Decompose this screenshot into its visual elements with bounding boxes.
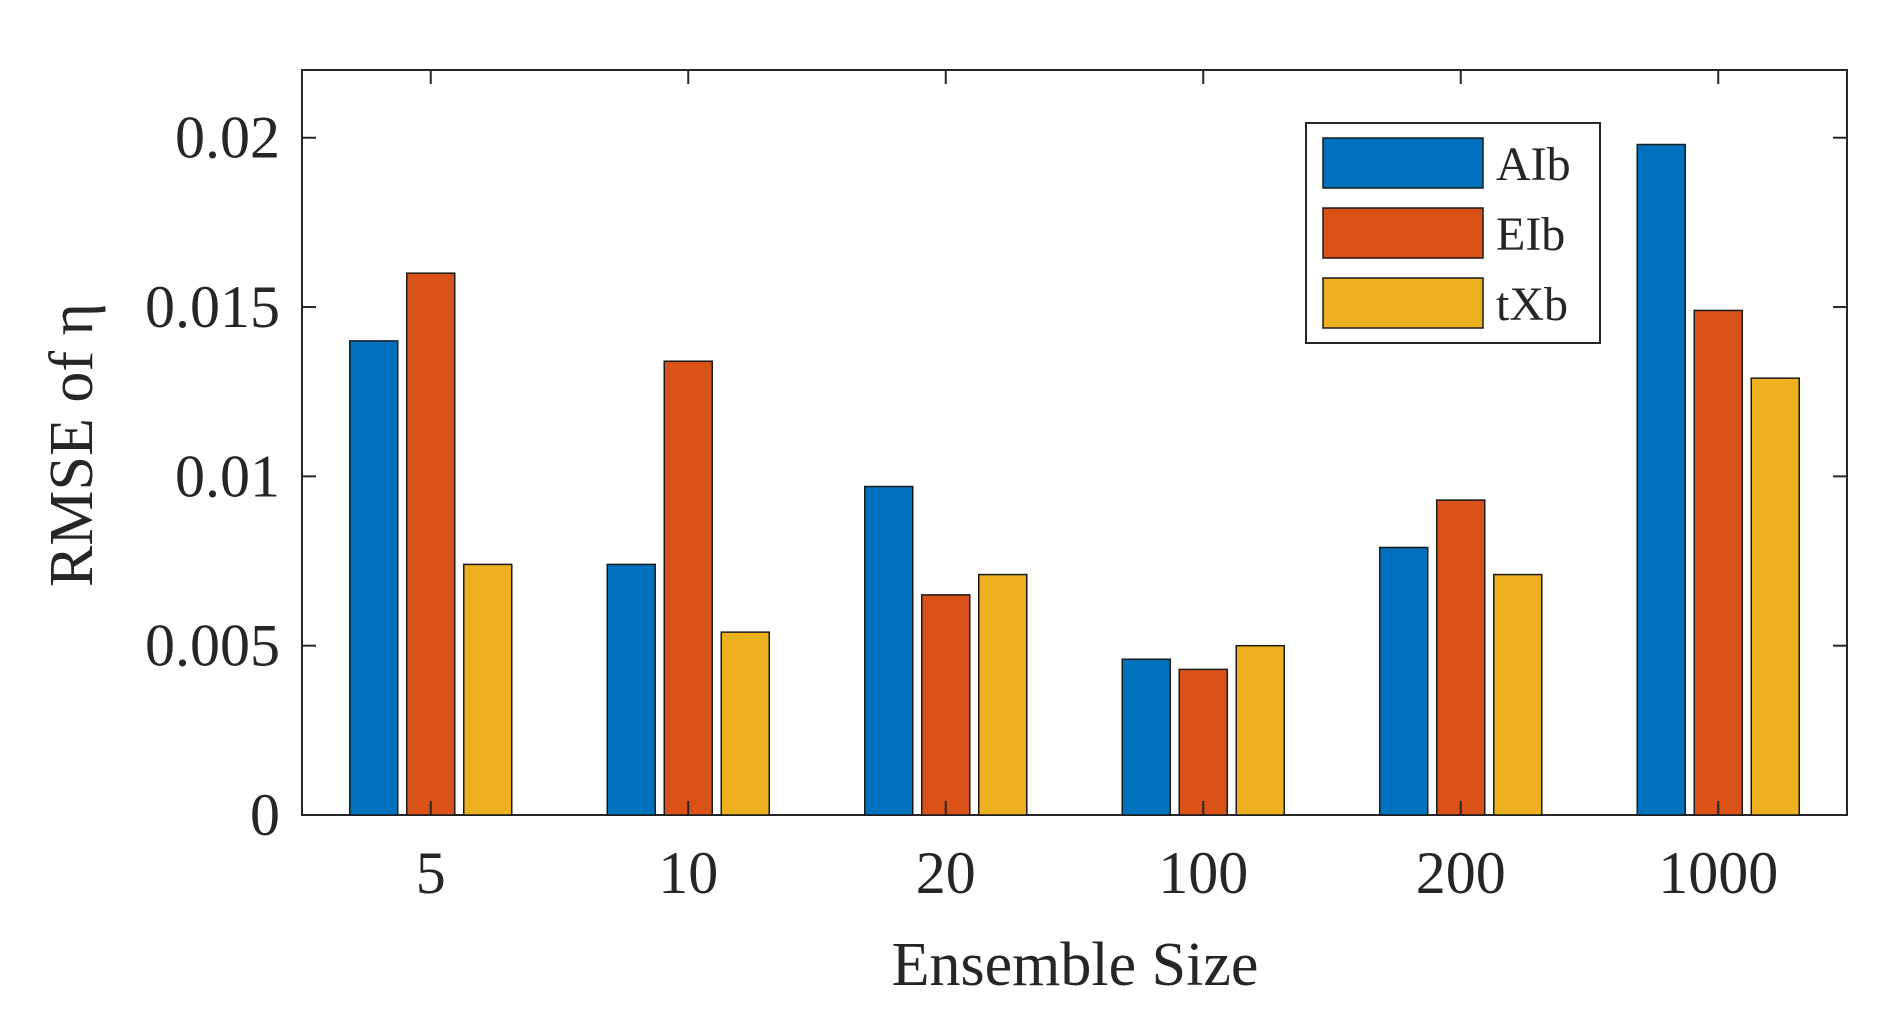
bar-AIb-20 (864, 485, 914, 816)
x-tick-label: 20 (916, 840, 976, 906)
bar-AIb-100 (1121, 658, 1171, 816)
bars-group (349, 143, 1800, 816)
bar-tXb-1000 (1750, 377, 1800, 816)
bar-AIb-200 (1379, 546, 1429, 816)
legend-label-tXb: tXb (1496, 278, 1568, 331)
bar-tXb-100 (1235, 644, 1285, 816)
legend: AIb EIb tXb (1305, 122, 1601, 344)
bar-tXb-200 (1493, 573, 1543, 816)
bar-tXb-10 (720, 631, 770, 816)
bar-EIb-200 (1436, 499, 1486, 816)
bar-AIb-10 (606, 563, 656, 816)
bar-EIb-100 (1178, 668, 1228, 816)
legend-swatch-EIb (1322, 207, 1484, 259)
bar-AIb-5 (349, 340, 399, 816)
x-tick-label: 10 (658, 840, 718, 906)
y-tick-label: 0.015 (145, 274, 280, 340)
x-tick-label: 1000 (1658, 840, 1778, 906)
y-tick-label: 0 (250, 782, 280, 848)
x-axis-title: Ensemble Size (892, 931, 1259, 999)
x-tick-label: 100 (1158, 840, 1248, 906)
bar-tXb-5 (463, 563, 513, 816)
plot-area (301, 69, 1848, 816)
bar-tXb-20 (978, 573, 1028, 816)
bar-AIb-1000 (1636, 143, 1686, 816)
y-tick-label: 0.005 (145, 613, 280, 679)
legend-label-AIb: AIb (1496, 138, 1571, 191)
x-tick-labels: 5 10 20 100 200 1000 (416, 840, 1779, 906)
bar-EIb-1000 (1693, 309, 1743, 816)
x-tick-label: 5 (416, 840, 446, 906)
legend-swatch-tXb (1322, 277, 1484, 329)
ticks-group (302, 70, 1847, 816)
bar-EIb-10 (663, 360, 713, 816)
y-axis-title: RMSE of η (38, 303, 106, 587)
bar-EIb-20 (921, 594, 971, 816)
legend-swatch-AIb (1322, 137, 1484, 189)
legend-label-EIb: EIb (1496, 208, 1565, 261)
x-tick-label: 200 (1416, 840, 1506, 906)
y-tick-label: 0.01 (175, 443, 280, 509)
y-tick-labels: 0 0.005 0.01 0.015 0.02 (145, 105, 280, 848)
bar-EIb-5 (406, 272, 456, 816)
y-tick-label: 0.02 (175, 105, 280, 171)
